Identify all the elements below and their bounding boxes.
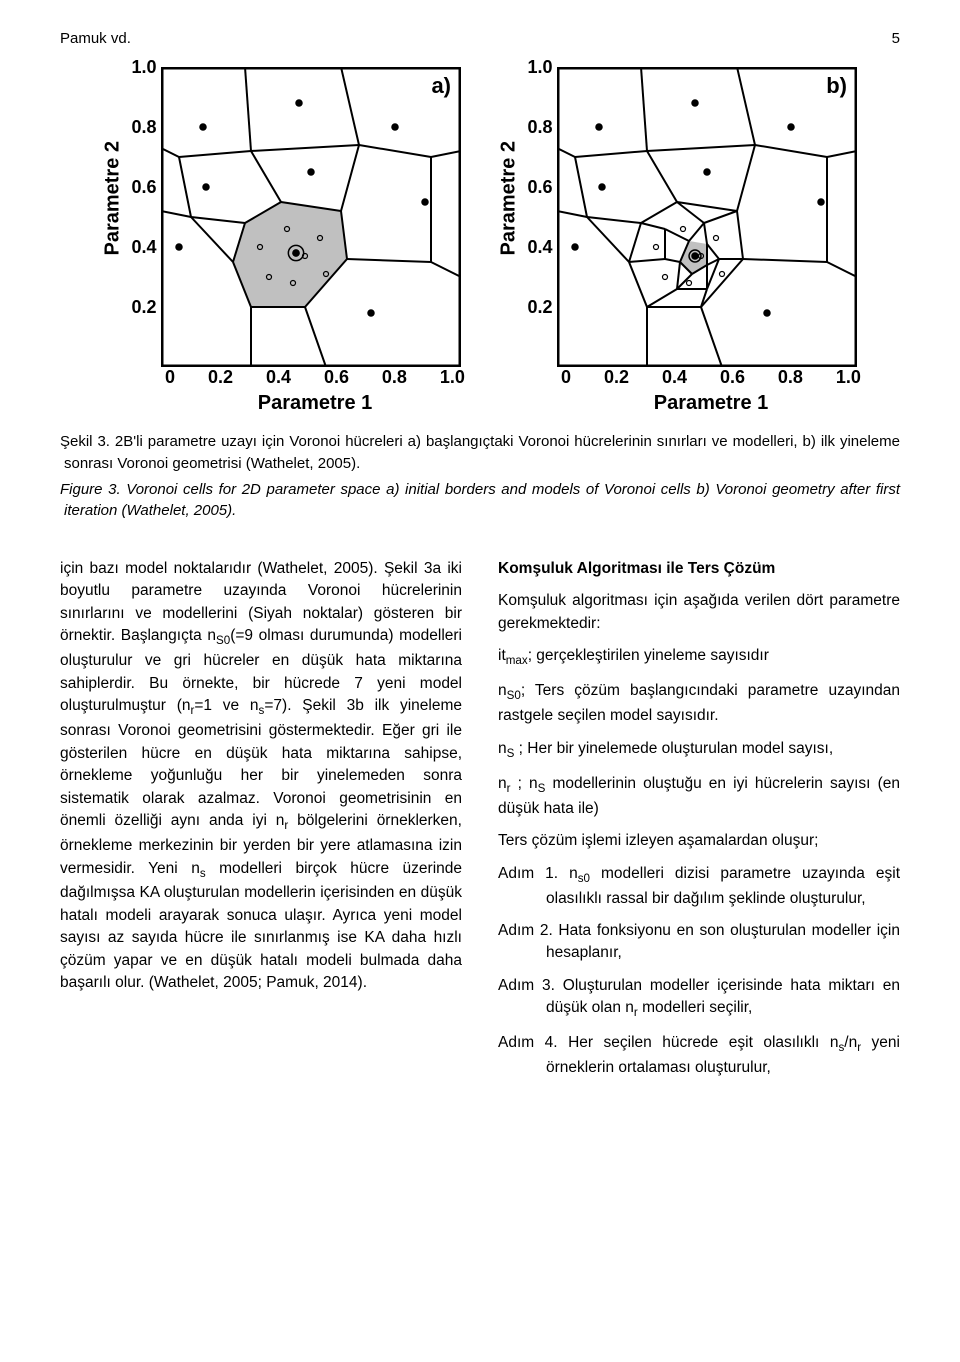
algorithm-step: Adım 4. Her seçilen hücrede eşit olasılı… [498,1032,900,1079]
algorithm-step: Adım 2. Hata fonksiyonu en son oluşturul… [498,920,900,965]
parameter-definition: itmax; gerçekleştirilen yineleme sayısıd… [498,645,900,670]
x-tick-label: 0 [561,367,571,388]
x-tick-label: 1.0 [836,367,861,388]
x-tick-label: 0 [165,367,175,388]
x-axis-label: Parametre 1 [561,392,861,415]
figure-3: Parametre 2 1.0 0.8 0.6 0.4 0.2 a) 0 0.2 0.4 0.6 0.… [60,67,900,415]
x-tick-label: 0.8 [382,367,407,388]
x-tick-label: 0.4 [266,367,291,388]
figure-caption-tr: Şekil 3. 2B'li parametre uzayı için Voro… [60,431,900,475]
svg-text:a): a) [431,73,451,98]
algorithm-step: Adım 3. Oluşturulan modeller içerisinde … [498,975,900,1022]
body-paragraph-left: için bazı model noktalarıdır (Wathelet, … [60,558,462,995]
figure-caption-en: Figure 3. Voronoi cells for 2D parameter… [60,479,900,523]
y-axis-label: Parametre 2 [498,227,521,255]
x-tick-label: 0.2 [208,367,233,388]
page-number: 5 [892,30,900,47]
x-tick-label: 0.6 [324,367,349,388]
parameter-definition: nS ; Her bir yinelemede oluşturulan mode… [498,738,900,763]
parameter-definition: nr ; nS modellerinin oluştuğu en iyi hüc… [498,773,900,820]
x-tick-label: 0.4 [662,367,687,388]
algorithm-step: Adım 1. ns0 modelleri dizisi parametre u… [498,863,900,910]
x-axis-label: Parametre 1 [165,392,465,415]
y-axis-label: Parametre 2 [102,227,125,255]
svg-text:b): b) [826,73,847,98]
x-tick-label: 0.6 [720,367,745,388]
body-paragraph-right: Komşuluk algoritması için aşağıda verile… [498,590,900,635]
section-heading: Komşuluk Algoritması ile Ters Çözüm [498,558,900,580]
body-paragraph-right: Ters çözüm işlemi izleyen aşamalardan ol… [498,830,900,852]
x-tick-label: 0.8 [778,367,803,388]
x-tick-label: 1.0 [440,367,465,388]
body-text: için bazı model noktalarıdır (Wathelet, … [60,558,900,1090]
x-tick-label: 0.2 [604,367,629,388]
running-head-left: Pamuk vd. [60,30,131,47]
parameter-definition: nS0; Ters çözüm başlangıcındaki parametr… [498,680,900,727]
